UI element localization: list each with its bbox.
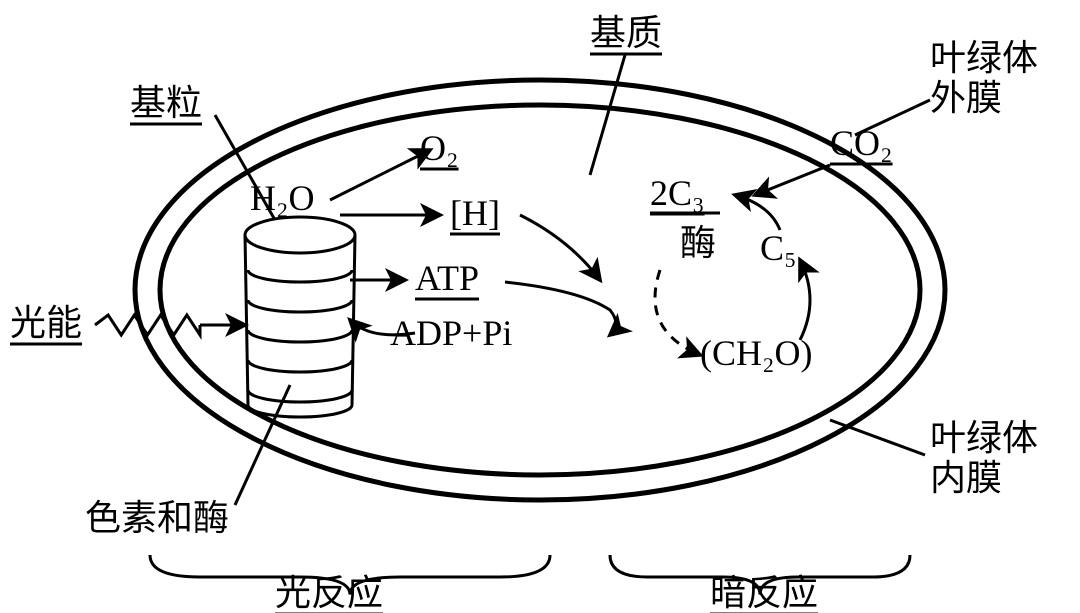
label-h: [H] xyxy=(450,193,500,233)
arrow-c5-c3 xyxy=(735,195,780,230)
granum-disk xyxy=(248,390,352,402)
label-inner-membrane-2: 内膜 xyxy=(930,458,1002,498)
outer-membrane xyxy=(135,80,945,500)
light-zigzag xyxy=(95,315,200,335)
arrow-h-cycle xyxy=(520,215,600,280)
granum-disk xyxy=(248,360,352,372)
label-ch2o: (CH₂O) xyxy=(700,333,813,373)
arrow-h2o-o2 xyxy=(330,150,430,200)
arrow-c3-ch2o xyxy=(655,270,700,355)
label-outer-membrane-1: 叶绿体 xyxy=(930,38,1038,78)
pointer-neimo xyxy=(830,420,925,455)
granum-disk xyxy=(248,300,352,312)
label-pigment-enzyme: 色素和酶 xyxy=(85,498,229,538)
label-jili: 基粒 xyxy=(130,83,202,123)
label-o2: O₂ xyxy=(420,128,459,168)
label-enzyme: 酶 xyxy=(680,223,716,263)
granum-disk xyxy=(248,330,352,342)
arrow-ch2o-c5 xyxy=(800,260,810,340)
label-inner-membrane-1: 叶绿体 xyxy=(930,418,1038,458)
arrow-co2-c3 xyxy=(755,165,830,195)
label-light-energy: 光能 xyxy=(10,303,82,343)
granum-disk xyxy=(248,270,352,282)
granum-side xyxy=(245,235,248,405)
label-c5: C₅ xyxy=(760,228,797,268)
label-outer-membrane-2: 外膜 xyxy=(930,78,1002,118)
label-atp: ATP xyxy=(415,258,479,298)
label-dark-reaction: 暗反应 xyxy=(710,573,818,613)
label-jizhi: 基质 xyxy=(590,13,662,53)
label-2c3: 2C₃ xyxy=(650,173,705,213)
granum-top xyxy=(245,217,355,253)
arrow-atp-cycle xyxy=(505,282,616,335)
label-h2o: H₂O xyxy=(250,178,315,218)
pointer-jizhi xyxy=(590,55,625,175)
photosynthesis-diagram: 基粒基质叶绿体外膜叶绿体内膜光能色素和酶酶H₂OO₂[H]ATPADP+Pi2C… xyxy=(0,0,1080,613)
pointer-jili xyxy=(215,115,275,220)
label-co2: CO₂ xyxy=(830,123,893,163)
granum-side xyxy=(352,235,355,405)
